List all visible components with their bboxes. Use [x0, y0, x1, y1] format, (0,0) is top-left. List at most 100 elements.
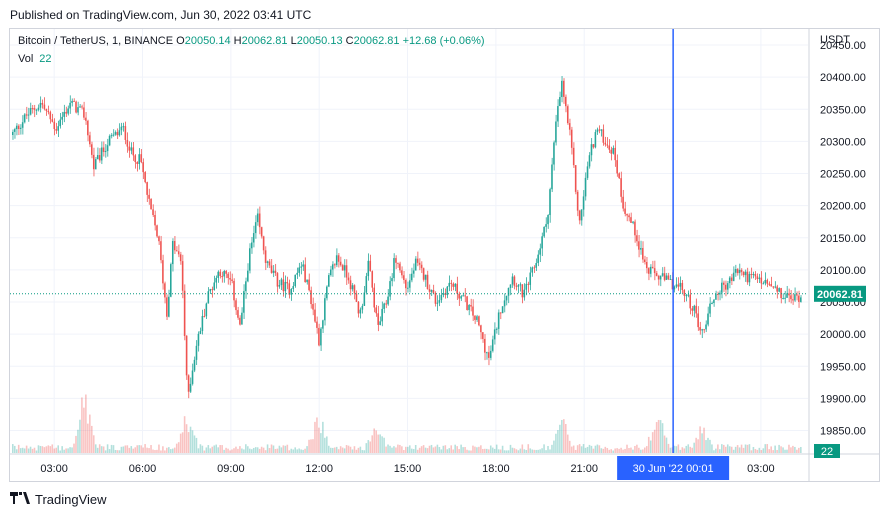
candle-body	[462, 295, 464, 297]
volume-bar	[205, 447, 208, 453]
candle-body	[152, 209, 154, 216]
volume-label: Vol	[18, 53, 34, 65]
volume-bar	[173, 447, 176, 453]
candle-body	[333, 264, 336, 266]
volume-bar	[300, 449, 302, 453]
candle-body	[207, 291, 210, 304]
volume-bar	[185, 424, 188, 453]
candle-body	[513, 276, 516, 286]
candle-body	[691, 308, 693, 311]
volume-bar	[701, 433, 703, 453]
volume-bar	[363, 450, 366, 453]
volume-bar	[31, 448, 34, 453]
candle-body	[189, 383, 192, 392]
chart-frame[interactable]	[9, 28, 880, 482]
volume-bar	[529, 448, 532, 453]
candle-body	[726, 283, 729, 290]
candle-body	[31, 108, 34, 110]
candle-body	[43, 104, 46, 109]
candle-body	[740, 269, 743, 272]
candle-body	[197, 333, 200, 346]
y-tick-label: 20200.00	[820, 201, 866, 213]
volume-bar	[762, 448, 765, 453]
candle-body	[523, 289, 526, 298]
volume-legend: Vol 22	[18, 53, 52, 65]
volume-bar	[106, 444, 109, 453]
volume-bar	[462, 447, 464, 453]
candle-body	[594, 132, 597, 148]
volume-bar	[452, 449, 454, 453]
volume-bar	[549, 449, 551, 453]
volume-bar	[730, 446, 733, 453]
volume-value: 22	[39, 53, 52, 65]
volume-bar	[547, 445, 549, 453]
crosshair-time-tag	[617, 456, 730, 480]
candle-body	[112, 134, 115, 136]
candle-body	[314, 309, 316, 322]
volume-bar	[460, 444, 462, 453]
volume-bar	[665, 437, 668, 453]
volume-bar	[713, 450, 715, 453]
published-header: Published on TradingView.com, Jun 30, 20…	[10, 8, 312, 22]
candle-body	[345, 265, 348, 278]
volume-bar	[268, 448, 271, 453]
candle-body	[241, 312, 243, 325]
volume-bar	[640, 449, 642, 453]
y-tick-label: 20250.00	[820, 169, 866, 181]
candle-body	[258, 213, 261, 228]
candle-body	[19, 127, 22, 129]
volume-bar	[726, 444, 729, 453]
candle-body	[778, 288, 780, 292]
volume-bar	[225, 447, 227, 453]
volume-bar	[651, 432, 654, 453]
volume-bar	[312, 439, 314, 453]
candle-body	[29, 108, 32, 115]
volume-bar	[100, 446, 103, 453]
candle-body	[736, 269, 739, 274]
volume-bar	[719, 449, 721, 453]
candle-body	[250, 242, 253, 249]
candle-body	[438, 300, 441, 303]
candle-body	[693, 305, 695, 311]
volume-bar	[790, 447, 792, 453]
candle-body	[183, 290, 186, 336]
candle-body	[703, 329, 705, 331]
volume-bar	[13, 445, 16, 453]
candle-body	[110, 135, 113, 137]
candle-body	[108, 135, 111, 146]
candle-body	[659, 275, 662, 280]
candle-body	[13, 129, 16, 132]
volume-bar	[75, 435, 77, 453]
volume-bar	[57, 445, 59, 453]
volume-bar	[768, 449, 770, 453]
candle-body	[254, 222, 257, 234]
candle-body	[104, 151, 107, 153]
candle-body	[229, 277, 231, 280]
volume-bar	[525, 449, 528, 453]
candle-body	[403, 275, 405, 280]
candle-body	[375, 307, 377, 314]
volume-bar	[79, 419, 81, 453]
candle-body	[156, 225, 158, 237]
volume-bar	[91, 425, 93, 453]
brand[interactable]: TradingView	[10, 492, 107, 507]
volume-bar	[533, 449, 535, 453]
candle-body	[456, 283, 458, 294]
volume-bar	[470, 450, 472, 453]
volume-bar	[699, 426, 701, 453]
volume-bar	[326, 436, 328, 453]
volume-bar	[632, 449, 634, 453]
candle-body	[412, 270, 415, 274]
candle-body	[140, 154, 142, 163]
volume-bar	[766, 444, 769, 453]
candle-body	[721, 282, 723, 293]
candle-body	[322, 320, 324, 329]
volume-bar	[260, 446, 263, 453]
volume-bar	[195, 437, 198, 453]
volume-bar	[87, 423, 89, 453]
candle-body	[148, 194, 150, 199]
volume-bar	[572, 445, 575, 453]
volume-bar	[539, 449, 541, 453]
candle-body	[92, 154, 95, 170]
